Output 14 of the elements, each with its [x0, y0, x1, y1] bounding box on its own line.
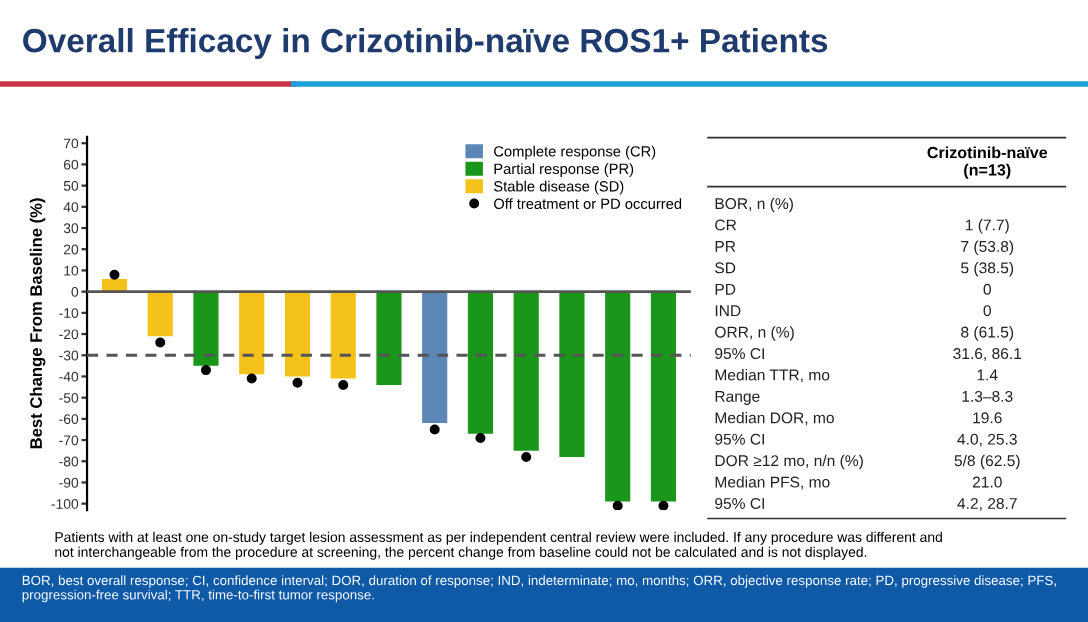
point [155, 337, 166, 348]
point [109, 269, 120, 280]
text: Crizotinib-naïve (n=13) [927, 146, 1048, 179]
point [338, 379, 349, 390]
point [429, 424, 440, 435]
point [200, 365, 211, 376]
point [292, 377, 303, 388]
point [246, 373, 257, 384]
chart-title: Overall Efficacy in Crizotinib-naïve ROS1+ Patients [23, 27, 828, 60]
point [475, 432, 486, 443]
point [658, 500, 669, 511]
point [521, 452, 532, 463]
y-axis-title: Best Change From Baseline (%) [29, 198, 46, 449]
point [612, 500, 623, 511]
